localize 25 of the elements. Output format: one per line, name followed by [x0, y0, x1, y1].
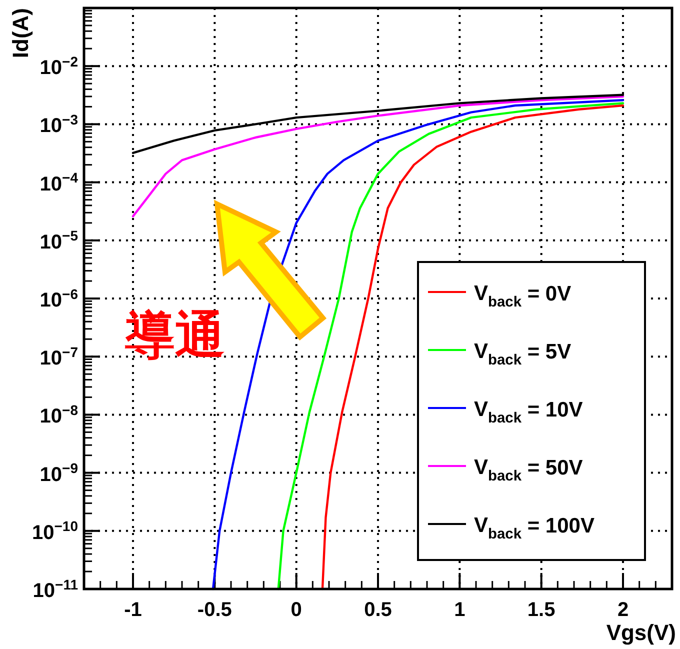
- legend-label: V$_{back}$ = 5V: [474, 340, 572, 369]
- y-tick-label: 10$^{−3}$: [40, 112, 78, 138]
- legend-label: V$_{back}$ = 100V: [474, 514, 594, 543]
- y-tick-label: 10$^{−5}$: [40, 228, 78, 254]
- y-axis-title: Id(A): [8, 8, 33, 58]
- y-tick-label: 10$^{−9}$: [40, 460, 78, 486]
- y-tick-label: 10$^{−6}$: [40, 286, 78, 312]
- y-tick-label: 10$^{−4}$: [40, 170, 78, 196]
- annotation: 導通: [124, 307, 225, 363]
- y-tick-label: 10$^{−2}$: [40, 53, 78, 80]
- y-tick-label: 10$^{−8}$: [40, 402, 78, 428]
- y-tick-label: 10$^{−7}$: [40, 344, 78, 370]
- x-tick-label: 1.5: [527, 599, 556, 621]
- x-tick-label: 0: [290, 599, 302, 621]
- x-tick-label: 2: [617, 599, 629, 621]
- x-axis-title: Vgs(V): [606, 620, 676, 645]
- x-tick-label: -1: [124, 599, 142, 621]
- x-tick-label: 0.5: [364, 599, 392, 621]
- x-tick-label: -0.5: [197, 599, 232, 621]
- y-tick-label: 10$^{−11}$: [32, 576, 78, 602]
- legend-label: V$_{back}$ = 50V: [474, 456, 583, 485]
- legend-label: V$_{back}$ = 10V: [474, 398, 583, 427]
- legend-label: V$_{back}$ = 0V: [474, 282, 572, 311]
- x-tick-label: 1: [454, 599, 466, 621]
- y-tick-label: 10$^{−10}$: [32, 518, 78, 544]
